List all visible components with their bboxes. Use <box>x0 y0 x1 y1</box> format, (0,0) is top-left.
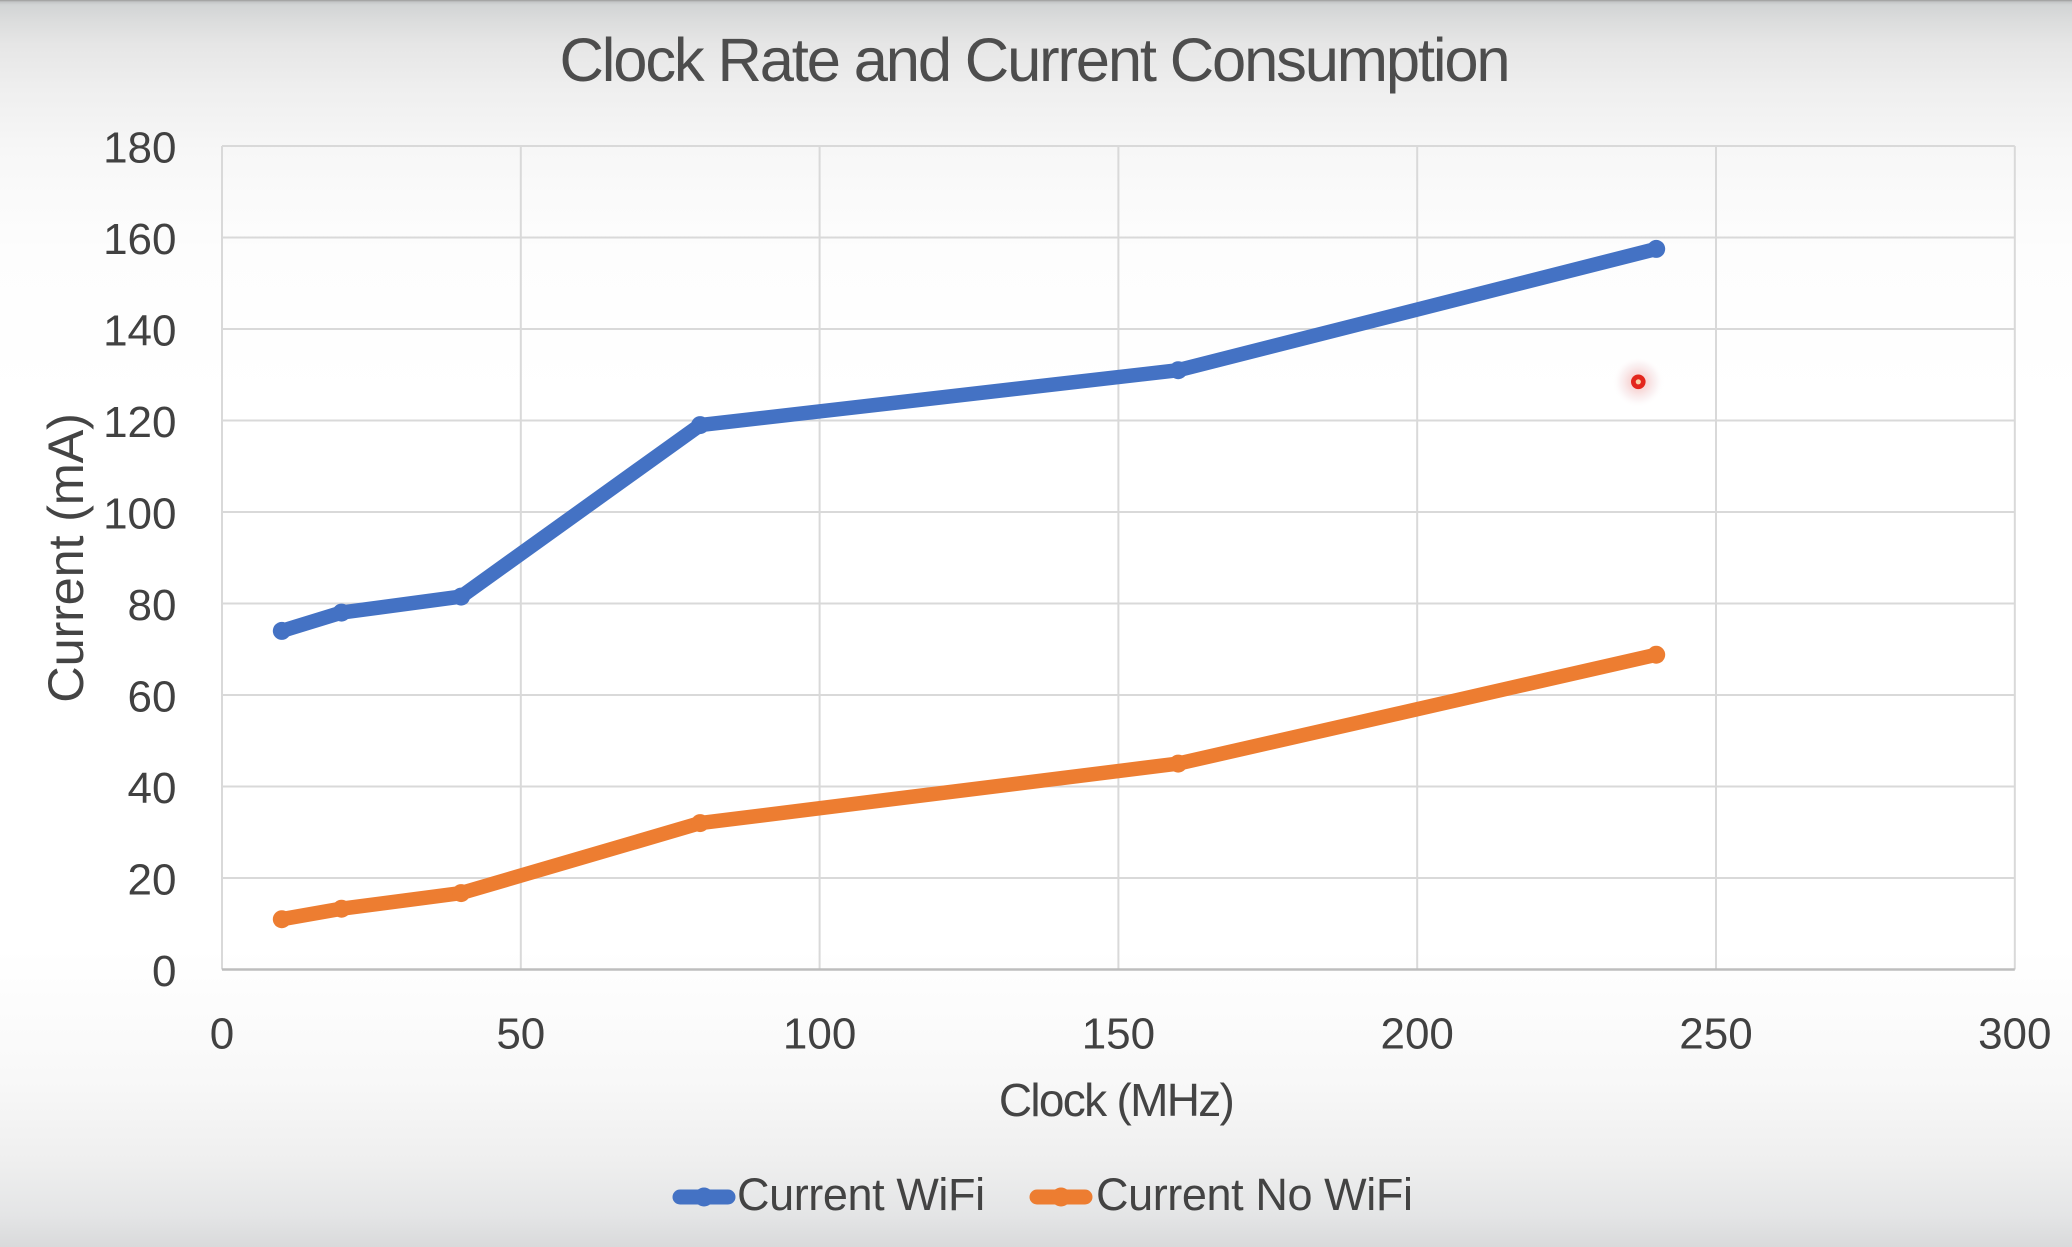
svg-text:50: 50 <box>496 1009 545 1058</box>
svg-text:120: 120 <box>103 398 176 447</box>
svg-text:Current No WiFi: Current No WiFi <box>1096 1169 1413 1220</box>
svg-text:250: 250 <box>1679 1009 1752 1058</box>
svg-text:150: 150 <box>1082 1009 1155 1058</box>
svg-text:180: 180 <box>103 123 176 172</box>
svg-text:200: 200 <box>1380 1009 1453 1058</box>
svg-text:100: 100 <box>783 1009 856 1058</box>
svg-text:100: 100 <box>103 489 176 538</box>
svg-text:20: 20 <box>128 855 177 904</box>
svg-text:300: 300 <box>1978 1009 2051 1058</box>
svg-text:Current WiFi: Current WiFi <box>737 1169 985 1220</box>
svg-text:140: 140 <box>103 306 176 355</box>
svg-text:0: 0 <box>210 1009 234 1058</box>
svg-text:40: 40 <box>128 764 177 813</box>
svg-text:Current (mA): Current (mA) <box>37 413 94 702</box>
svg-text:80: 80 <box>128 581 177 630</box>
svg-text:0: 0 <box>152 947 176 996</box>
svg-text:60: 60 <box>128 672 177 721</box>
svg-text:160: 160 <box>103 215 176 264</box>
svg-text:Clock (MHz): Clock (MHz) <box>999 1074 1233 1126</box>
svg-text:Clock Rate and Current Consump: Clock Rate and Current Consumption <box>560 26 1509 95</box>
